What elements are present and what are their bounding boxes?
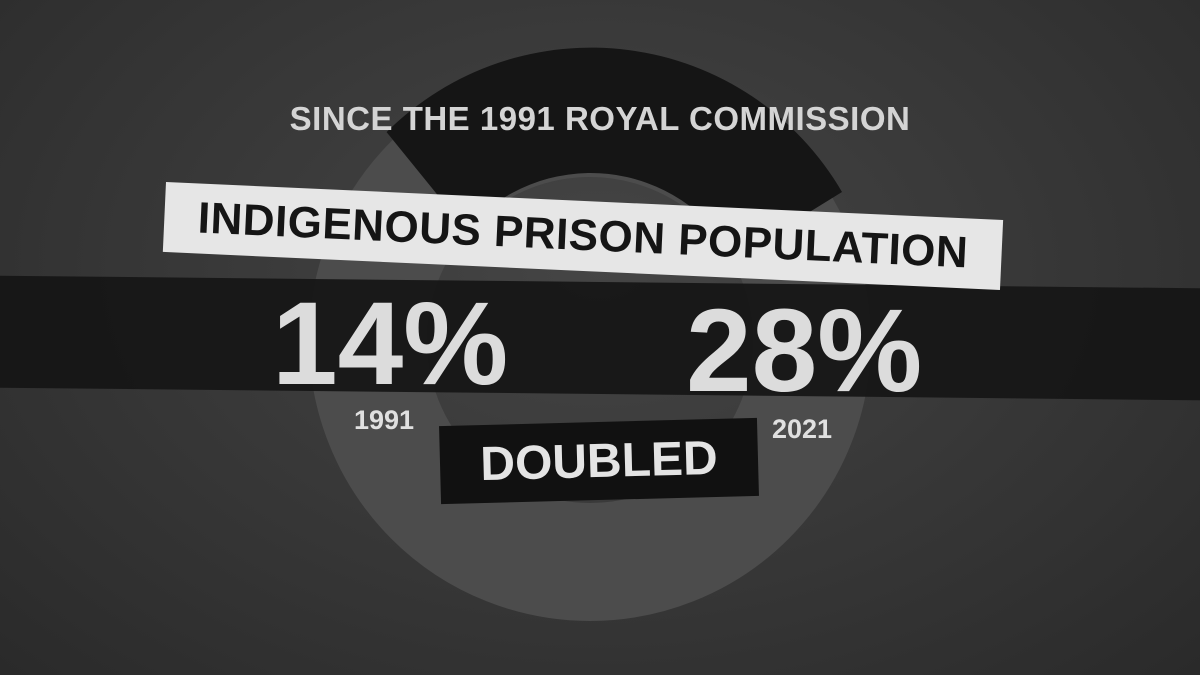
dark-band <box>0 275 1200 401</box>
stat-1991-value: 14% <box>272 278 509 410</box>
doubled-label-box: DOUBLED <box>439 417 759 505</box>
stat-2021-year: 2021 <box>772 414 833 444</box>
doubled-label: DOUBLED <box>479 431 719 491</box>
donut-dark-segment <box>386 47 842 258</box>
stat-1991-year: 1991 <box>354 405 415 435</box>
subtitle: SINCE THE 1991 ROYAL COMMISSION <box>289 100 911 137</box>
stat-2021-value: 28% <box>686 285 923 417</box>
